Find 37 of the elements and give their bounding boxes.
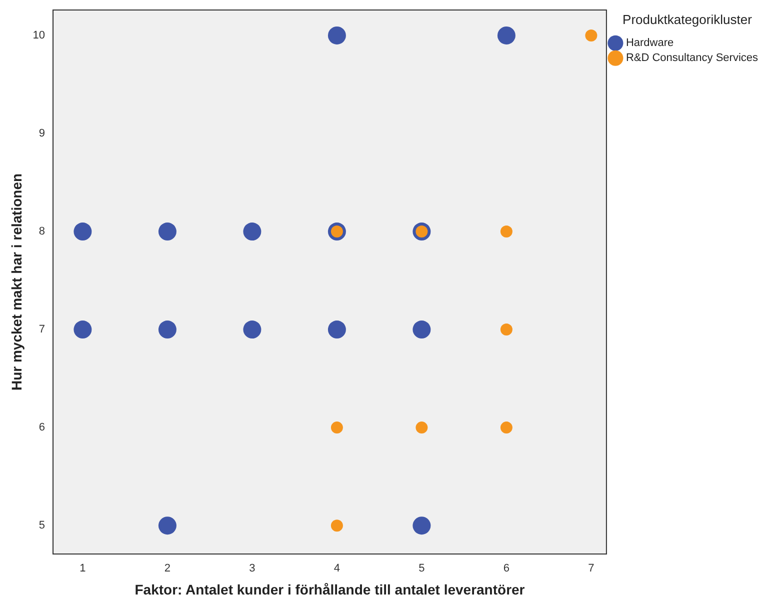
point	[74, 222, 92, 241]
legend-label: R&D Consultancy Services	[626, 52, 758, 64]
point	[158, 516, 176, 535]
y-tick-label: 5	[38, 520, 46, 532]
x-tick-label: 6	[503, 562, 510, 575]
point	[243, 320, 262, 339]
y-tick-label: 6	[38, 422, 46, 434]
x-tick-label: 1	[80, 562, 86, 575]
point	[412, 320, 431, 339]
y-tick-label: 9	[38, 128, 46, 140]
point	[497, 26, 516, 44]
point	[328, 26, 346, 44]
point	[500, 324, 512, 336]
point	[416, 422, 428, 434]
point	[500, 422, 512, 434]
point	[585, 29, 598, 42]
point	[500, 226, 512, 238]
x-tick-label: 3	[249, 562, 256, 575]
x-axis-title: Faktor: Antalet kunder i förhållande till antalet leverantörer	[134, 581, 526, 598]
point	[158, 320, 176, 339]
point	[330, 422, 343, 434]
point	[412, 516, 431, 535]
point	[74, 320, 92, 339]
x-tick-label: 2	[164, 562, 171, 575]
point	[330, 520, 343, 532]
y-axis-title: Hur mycket makt har i relationen	[8, 173, 24, 391]
legend-label: Hardware	[626, 37, 674, 50]
y-tick-label: 7	[38, 324, 46, 336]
y-tick-label: 8	[38, 226, 46, 238]
point	[243, 222, 262, 241]
x-tick-label: 7	[588, 562, 594, 575]
point	[158, 222, 176, 241]
x-tick-label: 5	[418, 562, 425, 575]
point	[328, 320, 346, 339]
legend-title: Produktkategorikluster	[622, 12, 753, 28]
x-tick-label: 4	[334, 562, 340, 575]
y-tick-label: 10	[32, 30, 46, 42]
